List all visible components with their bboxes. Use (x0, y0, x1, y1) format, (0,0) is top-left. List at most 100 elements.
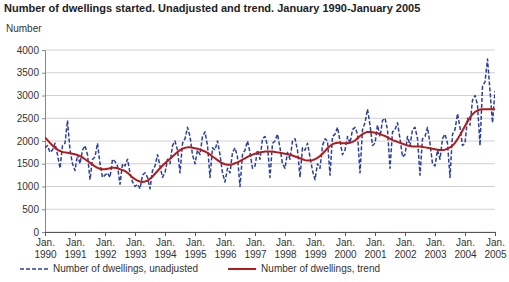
x-tick-mark (45, 232, 46, 236)
legend-item: Number of dwellings, unadjusted (20, 263, 198, 274)
grid-line (45, 186, 495, 187)
x-tick: Jan.2003 (424, 232, 447, 260)
x-tick-label-line: Jan. (216, 237, 235, 248)
x-tick-label-line: 2001 (364, 249, 387, 260)
x-tick: Jan.1992 (94, 232, 117, 260)
x-tick-label-line: 1994 (154, 249, 177, 260)
x-tick-label-line: 2005 (484, 249, 507, 260)
x-tick-label-line: Jan. (36, 237, 55, 248)
y-tick-mark (42, 232, 45, 233)
legend-swatch (228, 268, 256, 270)
x-tick-label: Jan.1991 (64, 237, 87, 260)
y-axis-line (45, 51, 46, 233)
x-tick-mark (375, 232, 376, 236)
x-tick: Jan.2002 (394, 232, 417, 260)
grid-line (45, 209, 495, 210)
x-tick-label: Jan.2005 (484, 237, 507, 260)
x-tick-label: Jan.1995 (184, 237, 207, 260)
x-tick-label: Jan.2001 (364, 237, 387, 260)
x-tick-label-line: Jan. (186, 237, 205, 248)
x-tick-label-line: Jan. (246, 237, 265, 248)
y-tick-label: 0 (33, 227, 39, 238)
y-tick-label: 4000 (17, 45, 40, 56)
x-tick-label-line: 2004 (454, 249, 477, 260)
x-tick-label: Jan.1990 (34, 237, 57, 260)
y-tick: 500 (22, 204, 45, 215)
x-tick-label-line: 1992 (94, 249, 117, 260)
x-tick: Jan.2004 (454, 232, 477, 260)
x-tick-label-line: 1995 (184, 249, 207, 260)
x-tick-label-line: 2002 (394, 249, 417, 260)
y-tick-label: 2000 (17, 136, 40, 147)
x-tick-label-line: Jan. (306, 237, 325, 248)
x-tick: Jan.2005 (484, 232, 507, 260)
x-tick-label: Jan.2004 (454, 237, 477, 260)
x-axis-line (46, 232, 496, 233)
x-tick: Jan.1991 (64, 232, 87, 260)
y-tick: 4000 (17, 45, 45, 56)
series-line (45, 59, 495, 189)
y-tick-mark (42, 209, 45, 210)
y-axis: 0 500 1000 1500 2000 2500 3000 3500 4000 (17, 45, 46, 238)
legend-item: Number of dwellings, trend (228, 263, 380, 274)
x-tick-label-line: Jan. (126, 237, 145, 248)
x-tick: Jan.1990 (34, 232, 57, 260)
x-tick-mark (165, 232, 166, 236)
grid-line (45, 232, 495, 233)
x-axis: Jan.1990Jan.1991Jan.1992Jan.1993Jan.1994… (34, 232, 507, 260)
x-tick-label: Jan.1992 (94, 237, 117, 260)
x-tick-label-line: 2000 (334, 249, 357, 260)
y-tick-mark (42, 118, 45, 119)
x-tick: Jan.1994 (154, 232, 177, 260)
x-tick-label-line: 1998 (274, 249, 297, 260)
x-tick: Jan.1993 (124, 232, 147, 260)
x-tick-mark (405, 232, 406, 236)
x-tick-label-line: 1993 (124, 249, 147, 260)
x-tick-label-line: 2003 (424, 249, 447, 260)
x-tick-label-line: 1999 (304, 249, 327, 260)
x-tick-label-line: 1991 (64, 249, 87, 260)
y-tick-label: 1500 (17, 158, 40, 169)
x-tick-label-line: Jan. (66, 237, 85, 248)
x-tick: Jan.2000 (334, 232, 357, 260)
x-tick-label-line: Jan. (426, 237, 445, 248)
y-tick-mark (42, 73, 45, 74)
y-tick-label: 3000 (17, 90, 40, 101)
x-tick-label: Jan.1996 (214, 237, 237, 260)
plot (45, 59, 495, 189)
y-tick: 2500 (17, 113, 45, 124)
x-tick: Jan.1995 (184, 232, 207, 260)
x-tick-label-line: Jan. (396, 237, 415, 248)
x-tick-label: Jan.1993 (124, 237, 147, 260)
x-tick-label: Jan.2000 (334, 237, 357, 260)
x-tick-label-line: 1996 (214, 249, 237, 260)
legend: Number of dwellings, unadjusted Number of… (20, 263, 380, 274)
x-tick: Jan.1999 (304, 232, 327, 260)
y-tick-label: 1000 (17, 181, 40, 192)
x-tick: Jan.2001 (364, 232, 387, 260)
x-tick-label: Jan.2003 (424, 237, 447, 260)
x-tick-mark (225, 232, 226, 236)
grid-line (45, 141, 495, 142)
series-line (45, 109, 495, 182)
legend-label: Number of dwellings, trend (261, 263, 380, 274)
y-tick: 3500 (17, 67, 45, 78)
y-tick-label: 2500 (17, 113, 40, 124)
y-tick-label: 3500 (17, 67, 40, 78)
y-tick-mark (42, 164, 45, 165)
x-tick-label-line: Jan. (486, 237, 505, 248)
x-tick-mark (195, 232, 196, 236)
x-tick-mark (435, 232, 436, 236)
legend-swatch (20, 268, 48, 270)
y-tick-mark (42, 96, 45, 97)
x-tick: Jan.1996 (214, 232, 237, 260)
x-tick-mark (255, 232, 256, 236)
title: Number of dwellings started. Unadjusted … (4, 2, 420, 14)
x-tick: Jan.1997 (244, 232, 267, 260)
x-tick-label: Jan.1998 (274, 237, 297, 260)
y-tick: 1500 (17, 158, 45, 169)
x-tick-mark (285, 232, 286, 236)
x-tick-label: Jan.1997 (244, 237, 267, 260)
grid (45, 50, 495, 232)
x-tick-mark (495, 232, 496, 236)
